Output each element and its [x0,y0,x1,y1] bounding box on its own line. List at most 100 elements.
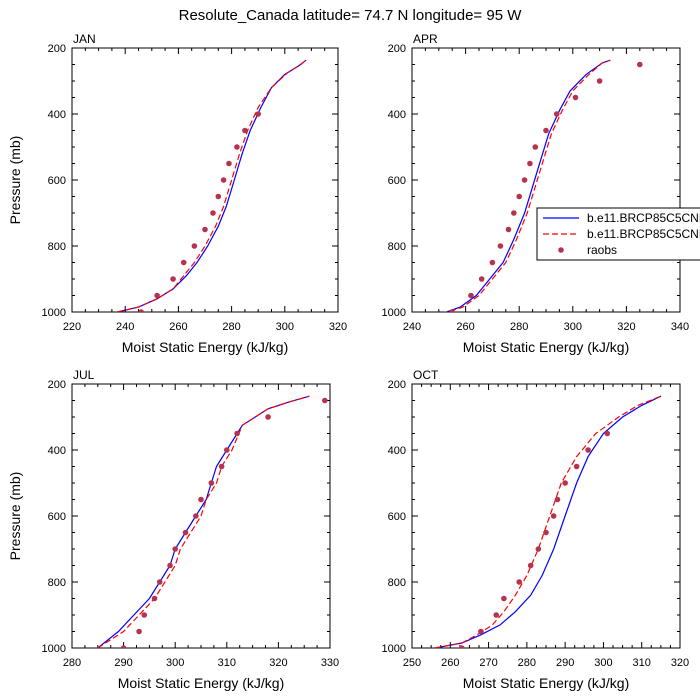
legend-marker [558,247,564,253]
x-tick-label: 260 [441,657,459,669]
dashed-series-line [444,59,611,312]
y-tick-label: 200 [48,43,66,55]
raobs-point [224,447,230,453]
raobs-point [543,127,549,134]
raobs-point [511,210,517,216]
x-tick-label: 310 [633,657,651,669]
raobs-point [138,309,144,312]
dashed-series-line [117,59,307,312]
raobs-point [220,177,227,183]
y-tick-label: 800 [48,577,66,589]
series-group [434,395,662,648]
raobs-point [151,595,158,602]
raobs-point [234,144,240,150]
x-tick-label: 320 [617,321,635,333]
raobs-point [468,292,474,299]
raobs-point [604,430,611,437]
x-tick-label: 300 [166,657,184,669]
y-tick-label: 200 [48,379,66,391]
raobs-point [210,210,216,216]
raobs-point [167,562,173,569]
x-tick-label: 290 [114,657,132,669]
x-axis-label: Moist Static Energy (kJ/kg) [122,339,289,355]
plot-frame [411,47,681,313]
raobs-point [585,447,591,453]
raobs-point [478,276,485,282]
y-tick-label: 600 [48,175,66,187]
solid-series-line [117,59,307,312]
panel-jul: 280 290 300 310 320 330 200 400 600 800 1000 JUL Moi… [7,368,339,691]
raobs-point [193,513,199,519]
raobs-point [322,397,328,404]
x-tick-label: 260 [169,321,187,333]
raobs-point [180,259,187,266]
raobs-point [527,160,533,167]
y-tick-label: 800 [388,241,406,253]
raobs-point [156,579,163,585]
panel-title: APR [413,32,438,46]
series-group [444,59,643,312]
x-tick-label: 320 [269,657,287,669]
plot-frame [411,383,681,649]
raobs-point [234,430,240,437]
y-tick-label: 400 [48,109,66,121]
raobs-point [532,144,539,150]
y-tick-label: 400 [388,445,406,457]
raobs-point [226,160,232,167]
raobs-point [215,193,222,200]
y-tick-label: 1000 [382,307,406,319]
dashed-series-line [97,395,310,648]
raobs-point [198,496,204,503]
raobs-point [637,61,643,68]
series-group [117,59,307,312]
raobs-point [505,226,512,233]
raobs-point [172,546,178,552]
raobs-point [458,645,465,648]
x-tick-label: 280 [510,321,528,333]
raobs-point [501,595,507,602]
x-tick-label: 310 [218,657,236,669]
x-axis-label: Moist Static Energy (kJ/kg) [118,675,285,691]
y-tick-label: 600 [388,175,406,187]
panel-oct: 250 260 270 280 290 300 310 320 200 400 600 800 1000… [382,368,690,691]
y-tick-label: 600 [48,511,66,523]
raobs-point [516,579,522,585]
x-tick-label: 300 [564,321,582,333]
y-tick-label: 800 [388,577,406,589]
panel-title: JAN [73,32,96,46]
x-tick-label: 280 [222,321,240,333]
y-tick-label: 200 [388,379,406,391]
x-tick-label: 320 [671,657,689,669]
raobs-point [535,546,542,552]
y-axis-label: Pressure (mb) [7,136,23,225]
raobs-point [170,276,176,282]
x-tick-label: 220 [63,321,81,333]
raobs-point [208,480,215,486]
y-tick-label: 400 [388,109,406,121]
raobs-point [242,127,248,134]
raobs-point [516,193,522,200]
panel-jan: 220 240 260 280 300 320 200 400 600 800 1000 JAN Moi… [7,32,347,355]
raobs-point [182,529,189,536]
x-tick-label: 270 [479,657,497,669]
solid-series-line [444,59,611,312]
raobs-point [497,243,504,249]
legend-label: b.e11.BRCP85C5CNBDRD.f09_g16.001 [587,227,700,241]
y-tick-label: 1000 [42,307,66,319]
y-tick-label: 1000 [382,643,406,655]
panels: 220 240 260 280 300 320 200 400 600 800 1000 JAN Moi… [7,32,689,691]
raobs-point [255,111,261,117]
raobs-point [202,226,208,233]
panel-apr: 240 260 280 300 320 340 200 400 600 800 1000 APR Moi… [382,32,690,355]
panel-title: JUL [73,368,95,382]
solid-series-line [434,395,662,648]
raobs-point [527,562,534,569]
x-tick-label: 240 [116,321,134,333]
raobs-point [478,628,484,635]
raobs-point [265,414,271,420]
legend-label: raobs [587,243,617,257]
legend: b.e11.BRCP85C5CNBDRD.f09_g16.001 b.e11.BR… [536,207,700,261]
x-tick-label: 300 [594,657,612,669]
series-group [97,395,328,648]
x-tick-label: 290 [556,657,574,669]
